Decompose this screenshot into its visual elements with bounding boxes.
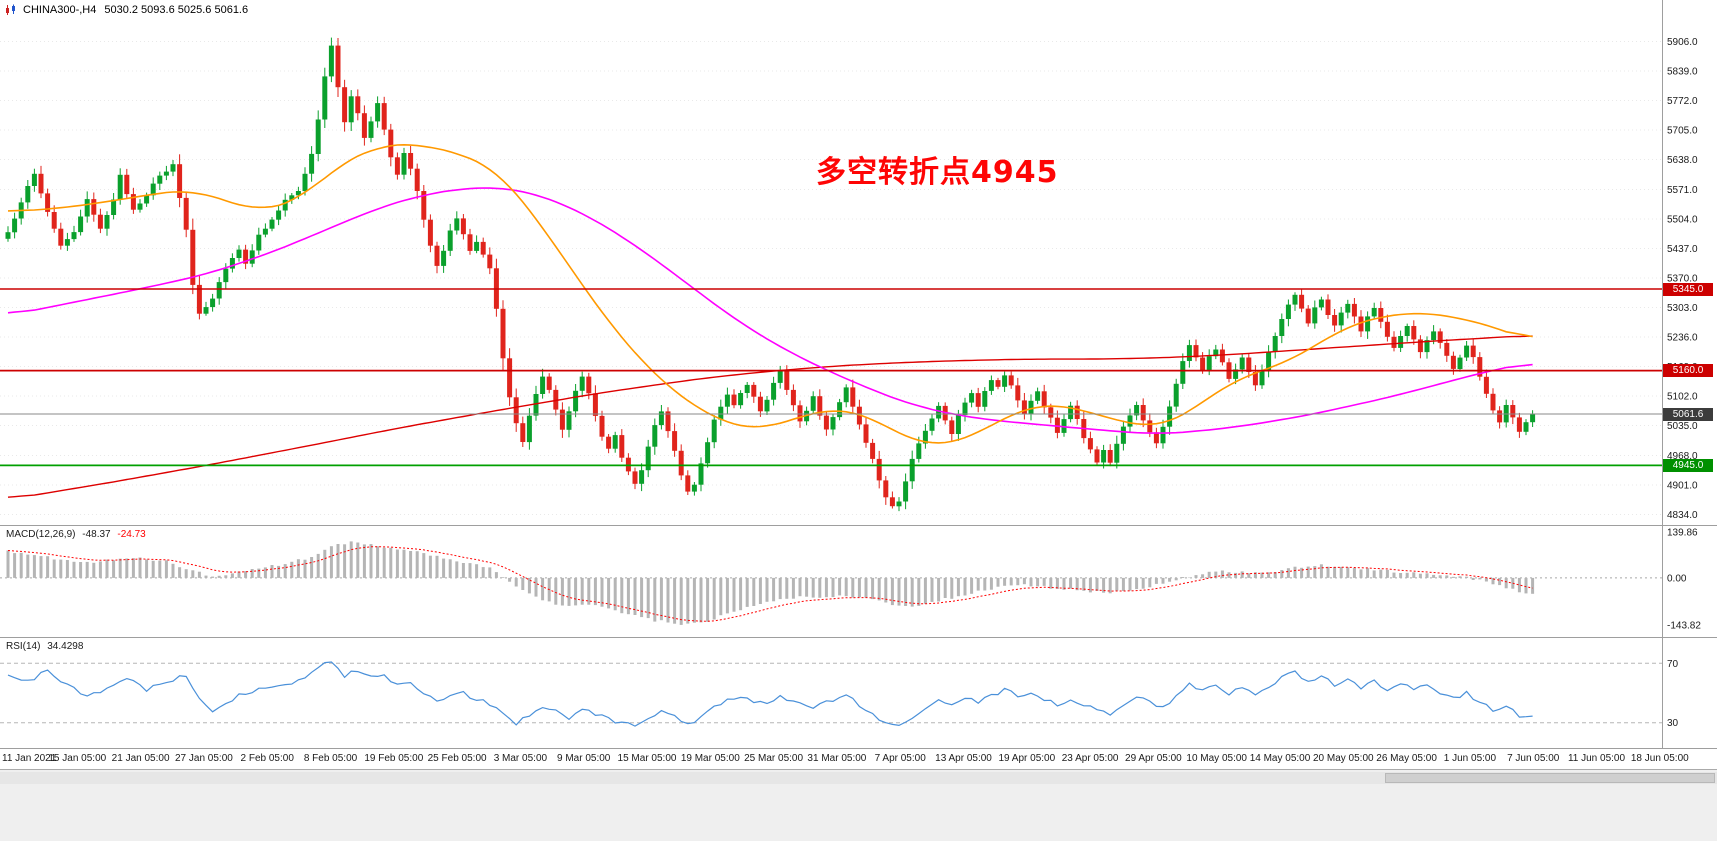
- svg-text:2 Feb 05:00: 2 Feb 05:00: [241, 753, 295, 764]
- svg-text:5504.0: 5504.0: [1667, 214, 1698, 225]
- price-grid: [0, 41, 1662, 515]
- macd-signal-value: -24.73: [117, 529, 146, 540]
- candlestick-chart-svg: 5906.0 5839.0 5772.0 5705.0 5638.0 5571.0 5504…: [0, 0, 1717, 764]
- moving-averages-layer: [7, 143, 1533, 498]
- ma-slow-red-line: [7, 335, 1533, 498]
- svg-text:5571.0: 5571.0: [1667, 185, 1698, 196]
- ma-fast-orange-line: [7, 143, 1533, 444]
- panel-separators: [0, 0, 1717, 749]
- svg-text:4968.0: 4968.0: [1667, 451, 1698, 462]
- svg-text:5638.0: 5638.0: [1667, 155, 1698, 166]
- macd-signal-line: [7, 546, 1533, 622]
- macd-main-value: -48.37: [82, 529, 111, 540]
- svg-text:11 Jun 05:00: 11 Jun 05:00: [1568, 753, 1626, 764]
- horizontal-scrollbar-thumb[interactable]: [1385, 773, 1715, 783]
- svg-text:25 Mar 05:00: 25 Mar 05:00: [744, 753, 803, 764]
- svg-text:10 May 05:00: 10 May 05:00: [1186, 753, 1247, 764]
- svg-text:9 Mar 05:00: 9 Mar 05:00: [557, 753, 611, 764]
- svg-text:3 Mar 05:00: 3 Mar 05:00: [494, 753, 548, 764]
- svg-text:-143.82: -143.82: [1667, 621, 1701, 632]
- candles-layer: [5, 37, 1536, 512]
- svg-text:21 Jan 05:00: 21 Jan 05:00: [112, 753, 170, 764]
- svg-text:5035.0: 5035.0: [1667, 421, 1698, 432]
- svg-text:1 Jun 05:00: 1 Jun 05:00: [1444, 753, 1497, 764]
- svg-text:5303.0: 5303.0: [1667, 303, 1698, 314]
- svg-text:15 Mar 05:00: 15 Mar 05:00: [618, 753, 677, 764]
- svg-text:5839.0: 5839.0: [1667, 67, 1698, 78]
- annotation-turning-point[interactable]: 多空转折点4945: [816, 155, 1059, 190]
- price-badge-4945.0: 4945.0: [1663, 458, 1713, 472]
- rsi-value: 34.4298: [47, 641, 84, 652]
- svg-text:30: 30: [1667, 718, 1679, 729]
- rsi-name: RSI(14): [6, 641, 41, 652]
- svg-text:11 Jan 2021: 11 Jan 2021: [2, 753, 57, 764]
- price-badge-5061.6: 5061.6: [1663, 407, 1713, 421]
- macd-label: MACD(12,26,9) -48.37 -24.73: [6, 529, 150, 540]
- macd-histogram: [6, 541, 1535, 625]
- svg-text:4834.0: 4834.0: [1667, 510, 1698, 521]
- svg-text:5437.0: 5437.0: [1667, 244, 1698, 255]
- svg-text:26 May 05:00: 26 May 05:00: [1376, 753, 1437, 764]
- svg-text:20 May 05:00: 20 May 05:00: [1313, 753, 1374, 764]
- svg-text:13 Apr 05:00: 13 Apr 05:00: [935, 753, 992, 764]
- svg-text:15 Jan 05:00: 15 Jan 05:00: [48, 753, 106, 764]
- rsi-panel: [0, 661, 1662, 727]
- svg-text:8 Feb 05:00: 8 Feb 05:00: [304, 753, 358, 764]
- svg-text:29 Apr 05:00: 29 Apr 05:00: [1125, 753, 1182, 764]
- svg-text:31 Mar 05:00: 31 Mar 05:00: [807, 753, 866, 764]
- symbol-header: CHINA300-,H4 5030.2 5093.6 5025.6 5061.6: [5, 4, 248, 16]
- svg-text:5102.0: 5102.0: [1667, 392, 1698, 403]
- chart-icon: [6, 4, 15, 15]
- svg-text:14 May 05:00: 14 May 05:00: [1250, 753, 1311, 764]
- svg-text:5772.0: 5772.0: [1667, 96, 1698, 107]
- horizontal-scrollbar-track[interactable]: [0, 772, 1717, 784]
- ohlc-values: 5030.2 5093.6 5025.6 5061.6: [104, 4, 249, 16]
- horizontal-levels-layer: [0, 288, 1662, 467]
- svg-text:5236.0: 5236.0: [1667, 333, 1698, 344]
- svg-text:5370.0: 5370.0: [1667, 273, 1698, 284]
- rsi-line: [7, 661, 1533, 727]
- svg-text:19 Apr 05:00: 19 Apr 05:00: [998, 753, 1055, 764]
- svg-text:23 Apr 05:00: 23 Apr 05:00: [1062, 753, 1119, 764]
- symbol-timeframe-label: CHINA300-,H4: [23, 4, 97, 16]
- svg-text:70: 70: [1667, 659, 1679, 670]
- svg-text:0.00: 0.00: [1667, 573, 1687, 584]
- svg-text:5705.0: 5705.0: [1667, 126, 1698, 137]
- price-badge-5345.0: 5345.0: [1663, 282, 1713, 296]
- svg-text:7 Apr 05:00: 7 Apr 05:00: [875, 753, 927, 764]
- svg-text:139.86: 139.86: [1667, 528, 1698, 539]
- svg-text:25 Feb 05:00: 25 Feb 05:00: [428, 753, 487, 764]
- svg-text:27 Jan 05:00: 27 Jan 05:00: [175, 753, 233, 764]
- chart-area[interactable]: 5906.0 5839.0 5772.0 5705.0 5638.0 5571.0 5504…: [0, 0, 1717, 769]
- ma-mid-magenta-line: [7, 187, 1533, 434]
- svg-text:7 Jun 05:00: 7 Jun 05:00: [1507, 753, 1560, 764]
- svg-text:19 Feb 05:00: 19 Feb 05:00: [364, 753, 423, 764]
- svg-text:4901.0: 4901.0: [1667, 480, 1698, 491]
- svg-text:5906.0: 5906.0: [1667, 37, 1698, 48]
- svg-text:18 Jun 05:00: 18 Jun 05:00: [1631, 753, 1689, 764]
- price-axis: 5906.0 5839.0 5772.0 5705.0 5638.0 5571.0 5504…: [1667, 37, 1698, 521]
- svg-text:19 Mar 05:00: 19 Mar 05:00: [681, 753, 740, 764]
- price-badge-5160.0: 5160.0: [1663, 364, 1713, 378]
- rsi-label: RSI(14) 34.4298: [6, 641, 87, 652]
- macd-name: MACD(12,26,9): [6, 529, 76, 540]
- footer-area: [0, 769, 1717, 841]
- indicator-axis: 139.86 0.00 -143.82 70 30: [1667, 528, 1701, 730]
- macd-panel: [0, 541, 1662, 625]
